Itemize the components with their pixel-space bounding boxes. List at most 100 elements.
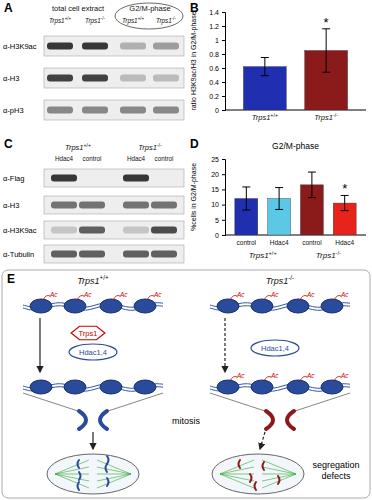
- y-tick: 15: [211, 186, 225, 193]
- band: [123, 175, 149, 182]
- band: [151, 227, 177, 234]
- y-tick: 0: [215, 232, 225, 239]
- error-cap: [275, 209, 283, 210]
- label: Hdac4: [55, 155, 74, 162]
- label: Trps1+/+: [252, 112, 278, 122]
- chromatid: [255, 482, 257, 490]
- spindle-fiber: [97, 474, 131, 488]
- tick-mark: [222, 189, 225, 190]
- nucleosome: [30, 380, 52, 394]
- label-superscript: +/+: [269, 250, 277, 256]
- acetyl-tail: [230, 296, 237, 301]
- chromatin: AcAcAcAc: [210, 372, 350, 394]
- tick-label: 20: [211, 171, 219, 178]
- acetyl-tail: [264, 377, 271, 382]
- tick-label: 0: [215, 232, 219, 239]
- label: control: [302, 239, 322, 246]
- panel-label: C: [4, 137, 13, 151]
- tick-mark: [222, 40, 225, 41]
- acetyl-tail: [334, 377, 341, 382]
- y-tick: 1.2: [209, 23, 225, 30]
- tick-mark: [222, 12, 225, 13]
- band: [82, 75, 108, 82]
- spindle-fiber: [97, 474, 131, 475]
- arrow: [260, 432, 265, 449]
- nucleosome: [321, 299, 343, 313]
- chromatid: [107, 478, 109, 486]
- chromatid: [278, 476, 280, 484]
- spindle-fiber: [262, 474, 296, 475]
- nucleosome: [287, 299, 309, 313]
- band: [47, 107, 73, 114]
- label-part: Trps1: [156, 17, 172, 25]
- label: Trps1-/-: [314, 112, 338, 122]
- band: [153, 107, 179, 114]
- label: Trps1+/+: [65, 142, 91, 152]
- y-tick: 0: [215, 107, 225, 114]
- blot-strip: [44, 68, 184, 88]
- acetyl-tail: [147, 296, 154, 301]
- chromatid: [250, 474, 252, 482]
- plot-area: [235, 172, 356, 235]
- error-bar: [242, 187, 250, 210]
- y-tick: 0.6: [209, 65, 225, 72]
- y-tick: 20: [211, 171, 225, 178]
- label-part: Trps1: [49, 17, 65, 25]
- arrow: [39, 318, 40, 372]
- outcome-line: defects: [321, 471, 351, 481]
- band: [120, 107, 146, 114]
- chromosome: [287, 411, 294, 429]
- hdac-shape: [69, 344, 117, 360]
- nucleosome: [30, 299, 52, 313]
- band: [151, 251, 177, 258]
- chromatid: [107, 456, 109, 464]
- chromatid: [239, 460, 241, 468]
- row-label: α-Tubulin: [3, 250, 34, 259]
- spindle-fiber: [97, 460, 131, 474]
- chromatin: AcAcAcAc: [210, 291, 350, 313]
- band: [82, 107, 108, 114]
- axis-line: [222, 13, 226, 111]
- y-tick: 0.2: [209, 93, 225, 100]
- spindle-fiber: [220, 467, 254, 474]
- chromatid: [79, 472, 81, 480]
- guide-line: [23, 393, 81, 412]
- tick-mark: [222, 82, 225, 83]
- spindle-fiber: [220, 460, 254, 474]
- row-label: α-Flag: [3, 174, 24, 183]
- chromosome: [79, 411, 86, 429]
- factor-label: Hdac1,4: [79, 348, 107, 357]
- cell: [212, 454, 304, 494]
- acetyl-tail: [43, 296, 50, 301]
- label-superscript: +/+: [84, 142, 92, 148]
- label: Trps1-/-: [316, 250, 341, 260]
- spindle-fiber: [55, 474, 89, 481]
- chromatid: [78, 460, 80, 468]
- tick-label: 5: [215, 217, 219, 224]
- band: [47, 43, 73, 50]
- label-superscript: -/-: [288, 274, 294, 281]
- error-stem: [344, 195, 345, 210]
- y-tick: 0.4: [209, 79, 225, 86]
- y-tick: 1.4: [209, 9, 225, 16]
- spindle-fiber: [97, 474, 131, 481]
- error-bar: [341, 195, 349, 210]
- tick-label: 0: [215, 107, 219, 114]
- band: [79, 227, 105, 234]
- label-part: Trps1: [65, 143, 84, 152]
- nucleosome: [134, 299, 156, 313]
- diagram: Trps1+/+Trps1-/-AcAcAcAcAcAcAcAcTrps1Hda…: [2, 270, 370, 498]
- band: [153, 75, 179, 82]
- spindle-fiber: [97, 467, 131, 474]
- acetyl-label: Ac: [119, 291, 128, 298]
- nucleosome: [217, 380, 239, 394]
- error-stem: [264, 58, 265, 76]
- hdac-shape: [251, 340, 299, 356]
- label-superscript: +/+: [65, 16, 72, 21]
- chromatin: [23, 380, 163, 394]
- nucleosome: [251, 299, 273, 313]
- band: [51, 202, 77, 209]
- error-bar: [275, 188, 283, 210]
- nucleosome: [64, 380, 86, 394]
- label: Trps1+/+: [249, 250, 277, 260]
